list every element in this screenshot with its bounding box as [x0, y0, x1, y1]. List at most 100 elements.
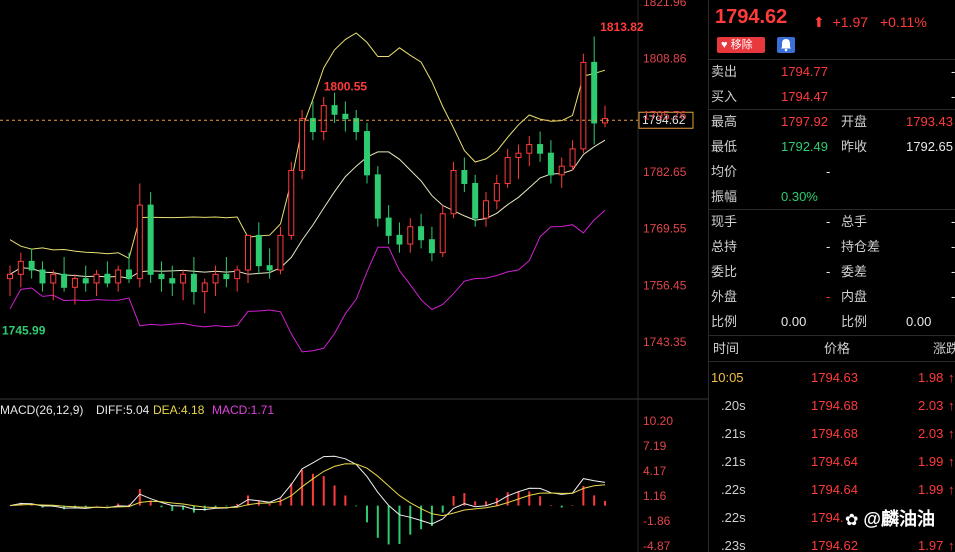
tick-row[interactable]: .21s 1794.64 1.99 ↑ [709, 448, 955, 476]
row-label: 总持 [711, 239, 738, 254]
tick-change: 1.97 [918, 538, 944, 552]
row-label: 开盘 [841, 114, 868, 129]
macd-diff-label: DIFF:5.04 [96, 403, 150, 417]
row-value: - [826, 164, 831, 179]
quote-row: 卖出 1794.77 - [709, 59, 955, 84]
current-price-tag-box [638, 111, 694, 129]
row-value: 0.00 [781, 314, 807, 329]
price-tick-label: 1769.55 [643, 222, 687, 236]
tick-row[interactable]: .20s 1794.68 2.03 ↑ [709, 392, 955, 420]
row-value: 1797.92 [781, 114, 828, 129]
up-arrow-icon: ↑ [948, 398, 955, 413]
macd-tick-label: -1.86 [643, 514, 671, 528]
candle-body [537, 144, 544, 154]
candle-body [602, 118, 608, 124]
candle-body [147, 204, 154, 275]
candle-body [190, 273, 197, 293]
up-arrow-icon: ↑ [948, 454, 955, 469]
candle-body [180, 273, 187, 284]
candle-body [428, 239, 435, 254]
row-value: - [826, 289, 831, 304]
tick-row[interactable]: .22s 1794. [709, 504, 955, 532]
weibo-icon: ✿ [845, 512, 859, 529]
candle-body [320, 105, 327, 133]
tick-row[interactable]: .21s 1794.68 2.03 ↑ [709, 420, 955, 448]
candle-body [234, 269, 241, 280]
row-label: 内盘 [841, 289, 868, 304]
watermark-text: @麟油油 [863, 509, 935, 529]
row-value: - [951, 264, 955, 279]
quote-panel: 1794.62 ⬆ +1.97 +0.11% ♥ 移除 卖出 1794.77- 买入… [708, 0, 955, 552]
tick-price: 1794.64 [811, 482, 858, 497]
candle-body [126, 269, 132, 280]
row-value: 1792.65 [906, 139, 953, 154]
candle-body [7, 273, 13, 280]
tick-change: 2.03 [918, 398, 944, 413]
row-value: - [826, 264, 831, 279]
chart-grid [0, 0, 708, 552]
tick-change: 2.03 [918, 426, 944, 441]
row-label: 最高 [711, 114, 738, 129]
tick-time: .22s [721, 510, 746, 525]
macd-dea-line [9, 463, 606, 517]
candle-body [288, 170, 295, 236]
price-annotations: 1794.62 1813.82 1800.55 1745.99 [0, 20, 694, 338]
up-arrow-icon: ↑ [948, 482, 955, 497]
tick-time: .20s [721, 398, 746, 413]
row-value: - [951, 214, 955, 229]
alert-button[interactable] [777, 37, 795, 53]
candle-body [331, 105, 338, 115]
tick-row[interactable]: .23s 1794.62 1.97 ↑ [709, 532, 955, 552]
candle-body [212, 273, 219, 284]
tick-row[interactable]: .22s 1794.64 1.99 ↑ [709, 476, 955, 504]
candle-body [104, 273, 111, 284]
tick-change: 1.99 [918, 482, 944, 497]
tick-change-header: 涨跌 [933, 341, 955, 356]
row-value: 1794.47 [781, 89, 828, 104]
row-value: - [951, 289, 955, 304]
macd-value-label: MACD:1.71 [212, 403, 274, 417]
row-value: - [951, 239, 955, 254]
heart-icon: ♥ [721, 39, 728, 51]
candle-body [385, 217, 392, 236]
candlesticks [7, 36, 608, 314]
quote-row: 买入 1794.47 - [709, 84, 955, 109]
tick-time: .23s [721, 538, 746, 552]
price-tick-label: 1821.96 [643, 0, 687, 9]
quote-row: 外盘 - 内盘 - [709, 284, 955, 309]
change-value: +1.97 [832, 14, 869, 30]
bell-icon [781, 39, 791, 52]
max-high-label: 1813.82 [600, 20, 644, 34]
tick-header: 时间 价格 涨跌 [709, 336, 955, 361]
price-tick-label: 1743.35 [643, 335, 687, 349]
candle-body [569, 148, 576, 167]
candle-body [483, 200, 489, 219]
tick-time: 10:05 [711, 370, 744, 385]
row-value: 1794.77 [781, 64, 828, 79]
quote-row: 比例 0.00 比例 0.00 [709, 309, 955, 334]
candle-body [299, 118, 306, 172]
row-label: 买入 [711, 89, 738, 104]
macd-tick-label: 1.16 [643, 489, 667, 503]
candle-body [342, 113, 349, 120]
up-arrow-icon: ⬆ [813, 14, 825, 30]
candle-body [39, 269, 46, 284]
tick-price: 1794.64 [811, 454, 858, 469]
remove-watchlist-button[interactable]: ♥ 移除 [717, 37, 765, 53]
tick-row[interactable]: 10:05 1794.63 1.98 ↑ [709, 364, 955, 392]
chart-area[interactable]: 1794.62 1813.82 1800.55 1745.99 1821.96 1808… [0, 0, 708, 552]
candle-body [493, 182, 500, 202]
candle-body [115, 269, 122, 284]
candle-body [136, 204, 143, 280]
quote-row: 均价 - [709, 159, 955, 184]
candle-body [93, 273, 100, 284]
candle-body [450, 170, 457, 215]
candle-body [169, 278, 176, 284]
up-arrow-icon: ↑ [948, 426, 955, 441]
price-y-axis: 1821.96 1808.86 1795.76 1782.65 1769.55 1756.… [643, 0, 687, 349]
low-label: 1745.99 [2, 324, 46, 338]
quote-row: 最低 1792.49 昨收 1792.65 [709, 134, 955, 159]
macd-label: MACD(26,12,9) [0, 403, 83, 417]
macd-tick-label: 7.19 [643, 439, 667, 453]
row-label: 最低 [711, 139, 738, 154]
